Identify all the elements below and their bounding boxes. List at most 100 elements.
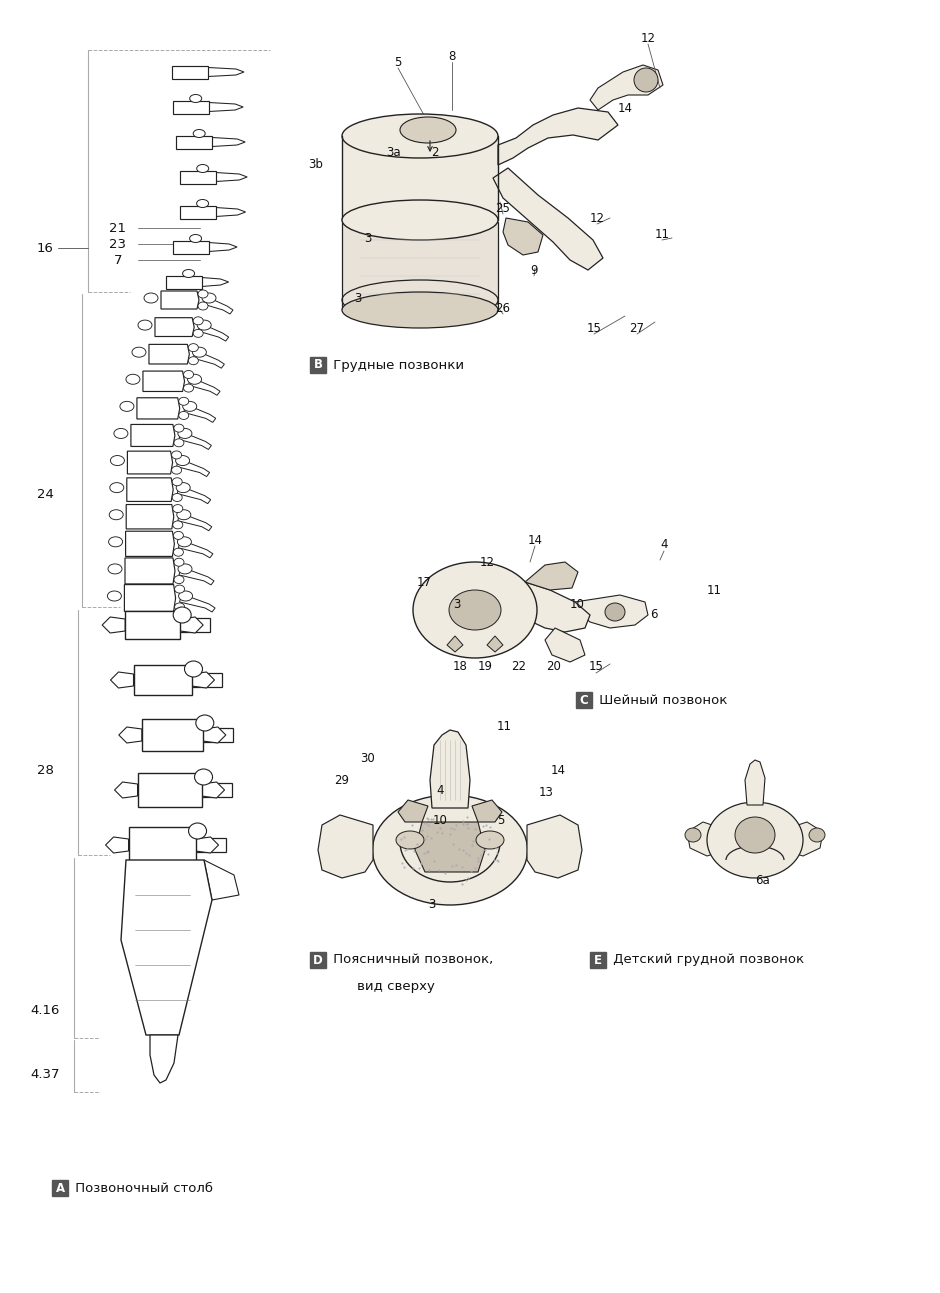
Polygon shape xyxy=(118,727,142,743)
Text: 4: 4 xyxy=(660,538,667,552)
Ellipse shape xyxy=(194,317,203,325)
Polygon shape xyxy=(142,719,203,751)
Polygon shape xyxy=(161,291,199,309)
Ellipse shape xyxy=(476,831,504,850)
Ellipse shape xyxy=(172,467,181,475)
Polygon shape xyxy=(487,636,503,652)
Text: 26: 26 xyxy=(495,301,510,314)
Text: 21: 21 xyxy=(109,221,127,234)
Polygon shape xyxy=(192,672,222,687)
Ellipse shape xyxy=(189,824,207,839)
Ellipse shape xyxy=(178,564,192,574)
Polygon shape xyxy=(209,102,243,111)
Ellipse shape xyxy=(342,292,498,328)
Polygon shape xyxy=(196,838,226,852)
Polygon shape xyxy=(398,800,428,822)
Text: Позвоночный столб: Позвоночный столб xyxy=(71,1182,213,1195)
Polygon shape xyxy=(125,612,180,639)
FancyBboxPatch shape xyxy=(52,1181,68,1196)
Text: 4.16: 4.16 xyxy=(30,1003,59,1016)
Polygon shape xyxy=(687,822,733,856)
Ellipse shape xyxy=(196,199,209,207)
Ellipse shape xyxy=(342,281,498,319)
Text: 4.37: 4.37 xyxy=(30,1068,60,1081)
Ellipse shape xyxy=(174,575,184,583)
Ellipse shape xyxy=(196,164,209,172)
Polygon shape xyxy=(115,782,137,798)
Polygon shape xyxy=(155,318,195,336)
Polygon shape xyxy=(172,66,208,79)
Ellipse shape xyxy=(634,69,658,92)
Polygon shape xyxy=(129,828,196,862)
Ellipse shape xyxy=(413,562,537,658)
Ellipse shape xyxy=(126,374,140,384)
Text: 7: 7 xyxy=(114,253,122,266)
Ellipse shape xyxy=(735,817,775,853)
Ellipse shape xyxy=(685,828,701,842)
Ellipse shape xyxy=(172,478,182,486)
FancyBboxPatch shape xyxy=(590,952,606,968)
FancyBboxPatch shape xyxy=(310,952,326,968)
Polygon shape xyxy=(215,207,245,216)
Polygon shape xyxy=(178,486,211,504)
Ellipse shape xyxy=(179,397,189,405)
Text: 16: 16 xyxy=(37,242,54,255)
Polygon shape xyxy=(777,822,823,856)
Ellipse shape xyxy=(198,303,208,310)
Text: 10: 10 xyxy=(570,599,585,612)
Ellipse shape xyxy=(173,531,183,539)
Polygon shape xyxy=(121,860,212,1034)
Polygon shape xyxy=(131,424,175,446)
Polygon shape xyxy=(177,459,210,477)
Polygon shape xyxy=(198,323,228,341)
Text: 14: 14 xyxy=(527,534,542,547)
Text: 5: 5 xyxy=(497,813,505,826)
Polygon shape xyxy=(173,240,209,253)
Polygon shape xyxy=(165,275,201,288)
Ellipse shape xyxy=(188,374,201,384)
Text: 6: 6 xyxy=(650,609,658,622)
Polygon shape xyxy=(527,815,582,878)
Polygon shape xyxy=(590,65,663,110)
Text: 2: 2 xyxy=(431,146,439,159)
Ellipse shape xyxy=(175,603,184,610)
Polygon shape xyxy=(143,371,184,392)
Ellipse shape xyxy=(183,371,194,379)
Polygon shape xyxy=(415,822,485,871)
Text: 19: 19 xyxy=(478,661,493,674)
Ellipse shape xyxy=(179,591,193,601)
Ellipse shape xyxy=(202,294,216,303)
Ellipse shape xyxy=(809,828,825,842)
Polygon shape xyxy=(545,628,585,662)
Polygon shape xyxy=(203,728,233,742)
Text: 11: 11 xyxy=(496,719,511,733)
Ellipse shape xyxy=(108,564,122,574)
Ellipse shape xyxy=(188,344,198,352)
Polygon shape xyxy=(137,398,180,419)
Polygon shape xyxy=(503,219,543,255)
Polygon shape xyxy=(133,665,192,696)
Ellipse shape xyxy=(132,348,146,357)
Polygon shape xyxy=(180,171,215,184)
Polygon shape xyxy=(137,773,201,807)
Text: 25: 25 xyxy=(495,202,510,215)
Ellipse shape xyxy=(173,606,191,623)
Polygon shape xyxy=(203,727,226,743)
Text: 4: 4 xyxy=(436,784,444,796)
Text: 3a: 3a xyxy=(385,146,400,159)
Text: Грудные позвонки: Грудные позвонки xyxy=(329,358,464,371)
Text: вид сверху: вид сверху xyxy=(357,980,435,993)
Polygon shape xyxy=(179,539,212,557)
Ellipse shape xyxy=(396,831,424,850)
Text: Детский грудной позвонок: Детский грудной позвонок xyxy=(609,953,804,966)
Polygon shape xyxy=(342,220,498,310)
Ellipse shape xyxy=(178,428,192,438)
Text: 30: 30 xyxy=(361,751,375,764)
Text: 24: 24 xyxy=(37,489,54,502)
Text: 18: 18 xyxy=(452,661,467,674)
Polygon shape xyxy=(212,137,245,146)
Text: 3b: 3b xyxy=(308,158,323,171)
Ellipse shape xyxy=(183,384,194,392)
Polygon shape xyxy=(194,350,225,369)
Polygon shape xyxy=(128,451,173,475)
